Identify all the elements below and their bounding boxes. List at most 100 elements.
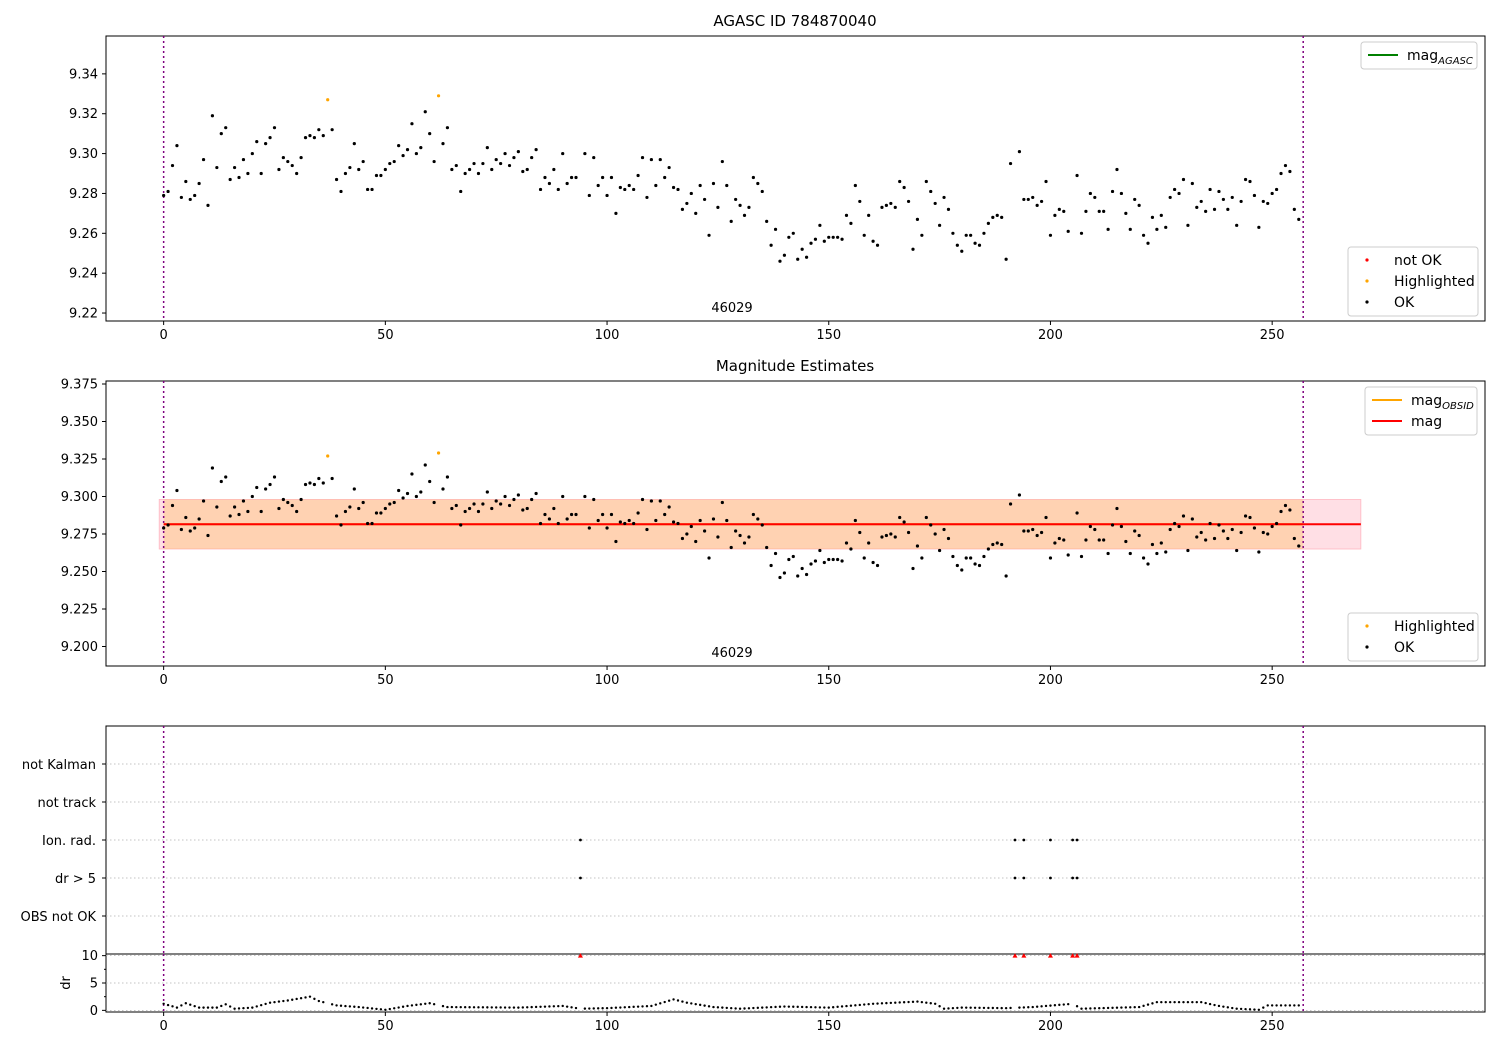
dr-point [605,1006,609,1010]
panel2-highlighted-point [436,451,441,455]
panel2-ok-point [623,521,627,526]
panel2-ok-point [268,482,272,487]
panel2-ok-point [210,466,215,470]
dr-point [384,1008,387,1012]
panel2-ok-point [636,511,640,515]
panel2-ok-point [951,554,955,559]
dr-point [432,1003,436,1006]
panel2-ok-point [982,554,986,559]
panel2-ok-point [259,509,263,514]
flag-point [579,876,582,880]
panel2-ok-point [1093,527,1097,532]
panel2-ok-point [920,556,924,560]
panel2-ok-point [1035,533,1039,538]
panel2-ok-point [450,506,454,511]
panel2-ok-point [264,487,268,491]
panel2-ok-point [729,545,733,550]
dr-point [898,1001,901,1004]
panel1-ok-point [1208,187,1212,192]
panel2-ok-point [1186,548,1190,553]
panel1-xtick-label: 0 [160,328,168,343]
panel1-ok-point [685,201,689,206]
panel2-ok-point [1190,517,1194,521]
panel4-xtick-label: 50 [377,1019,394,1034]
panel2-ok-point [1110,523,1115,527]
panel1-ok-point [605,193,609,198]
panel2-ok-point [193,526,197,530]
panel1-ok-point [734,197,738,202]
panel2-upper-legend-label: magOBSID [1411,393,1474,412]
dr-point [441,1004,445,1008]
dr-point [982,1006,986,1010]
panel2-ok-point [197,517,201,521]
panel1-ok-point [255,140,259,144]
dr-point [521,1006,525,1009]
panel2-frame [105,380,1486,667]
panel2-ok-point [255,485,259,490]
dr-point [468,1006,471,1009]
panel1-ytick-label: 9.24 [69,267,98,282]
dr-point [1120,1006,1123,1009]
panel2-ok-point [818,548,822,553]
dr-point [827,1006,830,1009]
panel2-ok-point [286,500,290,505]
dr-point [211,1006,214,1009]
panel1-ok-point [401,153,405,158]
panel2-ytick-label: 9.275 [61,528,98,543]
panel1-ok-point [671,185,676,190]
panel2-ok-point [906,530,911,535]
dr-point [1262,1006,1265,1009]
panel2-ok-point [694,539,698,544]
dr-point [246,1006,250,1010]
panel2-ok-point [1128,551,1132,556]
panel2-ok-point [765,545,769,550]
dr-point [628,1005,631,1009]
dr-point [738,1007,742,1010]
panel1-upper-legend-box [1360,41,1478,70]
panel1-ok-point [366,187,370,192]
panel1-ok-point [188,197,192,202]
dr-point [588,1007,591,1010]
dr-point [189,1003,192,1006]
panel1-ok-point [782,253,787,257]
panel2-ok-point [1133,529,1137,533]
dr-point [282,999,285,1003]
dr-point [1191,1000,1194,1004]
panel2-ok-point [991,542,995,547]
panel1-ok-point [1248,179,1252,184]
panel2-ok-point [552,506,556,511]
panel2-ok-point [1106,551,1110,556]
panel2-ok-point [463,509,467,514]
panel1-ok-point [906,199,911,204]
dr-point [863,1003,866,1006]
panel2-ok-point [383,506,387,511]
dr-point [220,1004,223,1008]
panel1-ok-point [250,151,254,156]
panel1-ok-point [162,193,166,198]
dr-point [397,1006,400,1009]
dr-point [787,1005,791,1008]
panel1-ok-point [525,167,529,172]
dr-point [1124,1006,1128,1009]
panel1-ok-point [596,183,600,188]
panel1-ok-point [357,167,361,172]
panel2-ok-point [609,512,614,517]
dr-point [574,1006,578,1010]
panel1-ok-point [1057,207,1061,211]
panel2-ok-point [525,506,529,511]
panel1-ok-point [1110,189,1115,194]
dr-point [1173,1000,1176,1004]
panel2-ok-point [858,530,862,535]
panel1-ok-point [1279,171,1283,176]
panel1-ok-point [201,157,206,162]
dr-point [1297,1004,1300,1007]
panel2-ok-point [800,566,804,571]
flag-point [1013,838,1017,842]
panel2-ok-point [538,521,543,526]
panel2-ok-point [711,517,716,521]
panel1-ok-point [321,134,325,138]
panel1-ok-point [419,146,423,150]
panel1-ok-point [867,213,871,217]
dr-point [734,1007,737,1010]
dr-point [681,1000,684,1003]
